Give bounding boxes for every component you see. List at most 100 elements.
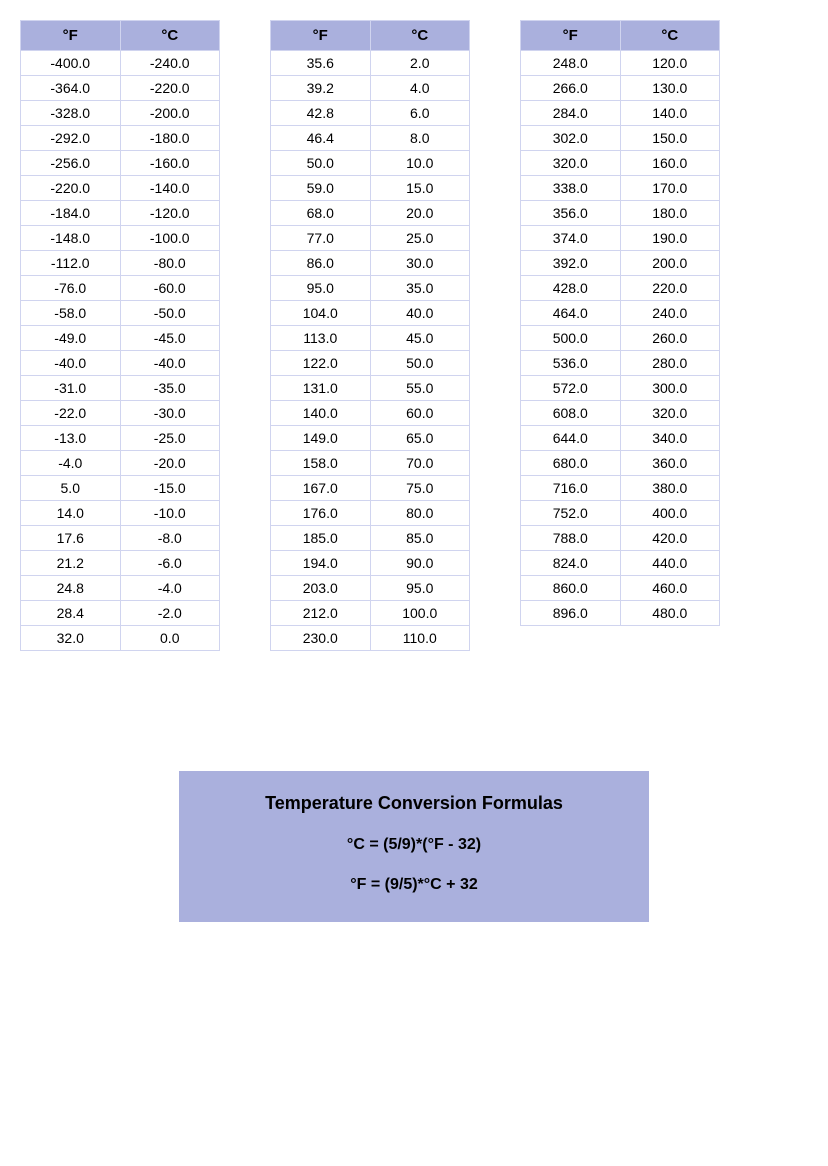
cell-celsius: 420.0 xyxy=(620,526,720,551)
table-row: 644.0340.0 xyxy=(521,426,720,451)
cell-fahrenheit: -184.0 xyxy=(21,201,121,226)
table-row: 59.015.0 xyxy=(271,176,470,201)
table-row: 824.0440.0 xyxy=(521,551,720,576)
table-row: 320.0160.0 xyxy=(521,151,720,176)
table-row: 77.025.0 xyxy=(271,226,470,251)
cell-fahrenheit: -292.0 xyxy=(21,126,121,151)
cell-fahrenheit: 104.0 xyxy=(271,301,371,326)
cell-fahrenheit: 392.0 xyxy=(521,251,621,276)
cell-fahrenheit: 122.0 xyxy=(271,351,371,376)
cell-celsius: 90.0 xyxy=(370,551,470,576)
cell-celsius: 280.0 xyxy=(620,351,720,376)
cell-celsius: 25.0 xyxy=(370,226,470,251)
cell-fahrenheit: -220.0 xyxy=(21,176,121,201)
cell-celsius: -15.0 xyxy=(120,476,220,501)
table-row: 572.0300.0 xyxy=(521,376,720,401)
table-row: 266.0130.0 xyxy=(521,76,720,101)
cell-celsius: 140.0 xyxy=(620,101,720,126)
cell-celsius: 480.0 xyxy=(620,601,720,626)
cell-fahrenheit: 680.0 xyxy=(521,451,621,476)
cell-celsius: 6.0 xyxy=(370,101,470,126)
table-row: 167.075.0 xyxy=(271,476,470,501)
cell-celsius: 380.0 xyxy=(620,476,720,501)
cell-fahrenheit: 5.0 xyxy=(21,476,121,501)
table-row: 131.055.0 xyxy=(271,376,470,401)
cell-celsius: 100.0 xyxy=(370,601,470,626)
cell-fahrenheit: 59.0 xyxy=(271,176,371,201)
cell-fahrenheit: 140.0 xyxy=(271,401,371,426)
cell-fahrenheit: 428.0 xyxy=(521,276,621,301)
cell-fahrenheit: 896.0 xyxy=(521,601,621,626)
table-row: 860.0460.0 xyxy=(521,576,720,601)
cell-fahrenheit: 176.0 xyxy=(271,501,371,526)
cell-celsius: 85.0 xyxy=(370,526,470,551)
cell-celsius: 10.0 xyxy=(370,151,470,176)
table-row: 356.0180.0 xyxy=(521,201,720,226)
cell-celsius: -160.0 xyxy=(120,151,220,176)
cell-celsius: -220.0 xyxy=(120,76,220,101)
table-row: 5.0-15.0 xyxy=(21,476,220,501)
cell-fahrenheit: 338.0 xyxy=(521,176,621,201)
cell-fahrenheit: 158.0 xyxy=(271,451,371,476)
cell-fahrenheit: 86.0 xyxy=(271,251,371,276)
cell-celsius: 260.0 xyxy=(620,326,720,351)
cell-celsius: -120.0 xyxy=(120,201,220,226)
cell-celsius: 300.0 xyxy=(620,376,720,401)
cell-fahrenheit: -13.0 xyxy=(21,426,121,451)
cell-fahrenheit: 230.0 xyxy=(271,626,371,651)
table-row: -328.0-200.0 xyxy=(21,101,220,126)
cell-celsius: 200.0 xyxy=(620,251,720,276)
table-row: 39.24.0 xyxy=(271,76,470,101)
cell-fahrenheit: -49.0 xyxy=(21,326,121,351)
temp-table-3: °F °C 248.0120.0266.0130.0284.0140.0302.… xyxy=(520,20,720,626)
cell-fahrenheit: 149.0 xyxy=(271,426,371,451)
table-row: 716.0380.0 xyxy=(521,476,720,501)
table-row: -184.0-120.0 xyxy=(21,201,220,226)
cell-celsius: -6.0 xyxy=(120,551,220,576)
table-row: 500.0260.0 xyxy=(521,326,720,351)
cell-celsius: -35.0 xyxy=(120,376,220,401)
cell-fahrenheit: -31.0 xyxy=(21,376,121,401)
table-row: 608.0320.0 xyxy=(521,401,720,426)
table-row: 428.0220.0 xyxy=(521,276,720,301)
header-fahrenheit: °F xyxy=(21,21,121,51)
cell-celsius: -30.0 xyxy=(120,401,220,426)
table-row: 104.040.0 xyxy=(271,301,470,326)
cell-celsius: 360.0 xyxy=(620,451,720,476)
table-row: -364.0-220.0 xyxy=(21,76,220,101)
cell-fahrenheit: 185.0 xyxy=(271,526,371,551)
cell-celsius: 8.0 xyxy=(370,126,470,151)
cell-celsius: -2.0 xyxy=(120,601,220,626)
cell-fahrenheit: -76.0 xyxy=(21,276,121,301)
cell-celsius: 150.0 xyxy=(620,126,720,151)
cell-celsius: 220.0 xyxy=(620,276,720,301)
cell-fahrenheit: 14.0 xyxy=(21,501,121,526)
cell-celsius: 95.0 xyxy=(370,576,470,601)
cell-celsius: -140.0 xyxy=(120,176,220,201)
cell-fahrenheit: -256.0 xyxy=(21,151,121,176)
table-row: 203.095.0 xyxy=(271,576,470,601)
cell-fahrenheit: -148.0 xyxy=(21,226,121,251)
cell-celsius: 40.0 xyxy=(370,301,470,326)
table-row: -76.0-60.0 xyxy=(21,276,220,301)
table-row: -31.0-35.0 xyxy=(21,376,220,401)
table-row: 95.035.0 xyxy=(271,276,470,301)
table-row: 302.0150.0 xyxy=(521,126,720,151)
table-row: 392.0200.0 xyxy=(521,251,720,276)
table-row: 284.0140.0 xyxy=(521,101,720,126)
formula-title: Temperature Conversion Formulas xyxy=(199,793,629,814)
table-row: 680.0360.0 xyxy=(521,451,720,476)
cell-celsius: 35.0 xyxy=(370,276,470,301)
table-row: 14.0-10.0 xyxy=(21,501,220,526)
cell-celsius: 0.0 xyxy=(120,626,220,651)
cell-fahrenheit: 113.0 xyxy=(271,326,371,351)
cell-celsius: 190.0 xyxy=(620,226,720,251)
table-row: 86.030.0 xyxy=(271,251,470,276)
cell-celsius: 75.0 xyxy=(370,476,470,501)
table-row: -13.0-25.0 xyxy=(21,426,220,451)
cell-fahrenheit: -400.0 xyxy=(21,51,121,76)
table-row: -4.0-20.0 xyxy=(21,451,220,476)
tables-container: °F °C -400.0-240.0-364.0-220.0-328.0-200… xyxy=(20,20,808,651)
cell-celsius: 55.0 xyxy=(370,376,470,401)
table-1-body: -400.0-240.0-364.0-220.0-328.0-200.0-292… xyxy=(21,51,220,651)
